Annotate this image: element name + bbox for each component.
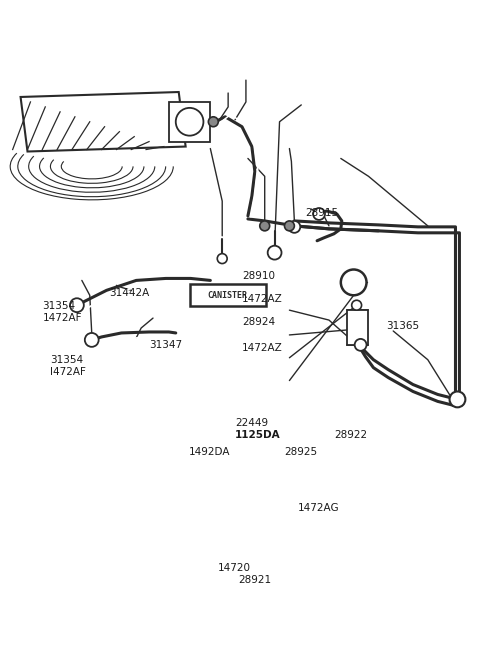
Text: 14720: 14720: [218, 563, 251, 573]
Text: 28925: 28925: [285, 447, 318, 457]
Circle shape: [70, 298, 84, 312]
Circle shape: [355, 339, 367, 351]
Circle shape: [341, 269, 367, 295]
Text: 1472AZ: 1472AZ: [242, 343, 283, 353]
Text: 31365: 31365: [386, 321, 420, 331]
Text: 1492DA: 1492DA: [189, 447, 230, 457]
Circle shape: [285, 221, 294, 231]
Circle shape: [288, 221, 300, 233]
Text: 1125DA: 1125DA: [235, 430, 281, 440]
Circle shape: [85, 333, 99, 347]
Circle shape: [268, 246, 281, 260]
Text: 1472AG: 1472AG: [297, 503, 339, 514]
Text: 22449: 22449: [235, 419, 268, 428]
Text: 31354: 31354: [50, 355, 84, 365]
Text: 31442A: 31442A: [109, 288, 150, 298]
Text: 28924: 28924: [242, 317, 275, 327]
Text: 1472AZ: 1472AZ: [242, 294, 283, 304]
Circle shape: [313, 208, 325, 220]
FancyBboxPatch shape: [190, 284, 266, 306]
Circle shape: [450, 392, 466, 407]
Text: CANISTER: CANISTER: [207, 291, 247, 300]
Bar: [169, 102, 210, 142]
Text: 28921: 28921: [238, 575, 271, 585]
Text: l472AF: l472AF: [50, 367, 86, 376]
Circle shape: [208, 117, 218, 127]
Circle shape: [217, 254, 227, 263]
Polygon shape: [21, 92, 186, 152]
Circle shape: [260, 221, 270, 231]
Circle shape: [352, 300, 361, 310]
Text: 31347: 31347: [149, 340, 182, 350]
Text: 28922: 28922: [334, 430, 367, 440]
Circle shape: [176, 108, 204, 135]
Text: 28910: 28910: [242, 271, 275, 281]
Bar: [347, 310, 369, 345]
Text: 31354: 31354: [42, 301, 75, 311]
Text: 1472AF: 1472AF: [42, 313, 82, 323]
Text: 28915: 28915: [305, 208, 338, 218]
